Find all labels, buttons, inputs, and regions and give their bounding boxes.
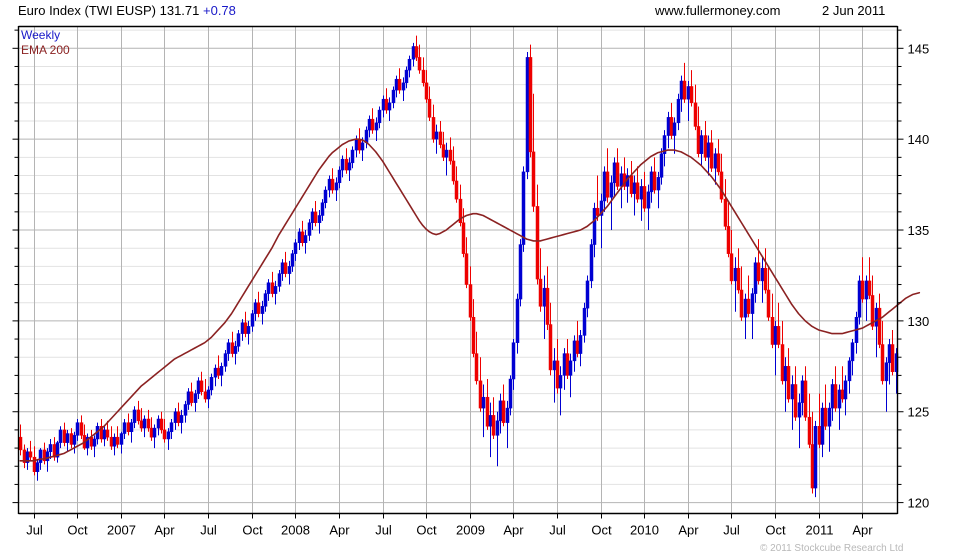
legend-overlay-label: EMA 200	[21, 43, 70, 57]
x-axis-tick-label: Apr	[852, 523, 873, 538]
chart-title: Euro Index (TWI EUSP) 131.71 +0.78	[18, 3, 236, 18]
ema-200-line	[19, 138, 921, 462]
x-axis-tick-label: 2009	[456, 523, 485, 538]
x-axis-tick-label: Jul	[375, 523, 392, 538]
y-axis-tick-label: 125	[908, 405, 930, 420]
y-axis-tick-label: 135	[908, 223, 930, 238]
x-axis-tick-label: 2010	[630, 523, 659, 538]
y-axis-labels: 120 125 130 135 140 145	[908, 41, 930, 510]
x-axis-tick-label: Apr	[154, 523, 175, 538]
x-axis-tick-label: Oct	[591, 523, 612, 538]
x-axis-tick-label: Jul	[26, 523, 43, 538]
y-axis-tick-label: 120	[908, 496, 930, 511]
y-axis-tick-label: 145	[908, 41, 930, 56]
x-axis-tick-label: 2011	[806, 523, 834, 538]
x-axis-tick-label: Apr	[678, 523, 699, 538]
title-last-price: 131.71	[159, 3, 200, 18]
x-axis-tick-label: 2008	[281, 523, 310, 538]
copyright-notice: © 2011 Stockcube Research Ltd	[760, 543, 904, 554]
x-axis-tick-label: Oct	[765, 523, 786, 538]
x-axis-tick-label: Jul	[723, 523, 740, 538]
x-axis-tick-label: Oct	[242, 523, 263, 538]
x-axis-tick-label: Oct	[67, 523, 88, 538]
legend-series-label: Weekly	[21, 28, 61, 42]
title-instrument: Euro Index (TWI EUSP)	[18, 3, 156, 18]
site-url: www.fullermoney.com	[655, 3, 781, 18]
x-axis-tick-label: Apr	[329, 523, 350, 538]
x-axis-tick-label: Jul	[549, 523, 566, 538]
x-axis-tick-label: Jul	[200, 523, 217, 538]
y-axis-tick-label: 140	[908, 132, 930, 147]
chart-date: 2 Jun 2011	[822, 3, 886, 18]
y-axis-ticks	[12, 29, 904, 519]
x-axis-labels: Jul Oct 2007 Apr Jul Oct 2008 Apr Jul Oct 2009 Apr J…	[26, 523, 873, 538]
axis-lines	[17, 25, 899, 515]
title-change: +0.78	[203, 3, 236, 18]
y-axis-tick-label: 130	[908, 314, 930, 329]
x-axis-tick-label: Apr	[503, 523, 524, 538]
x-axis-tick-label: 2007	[107, 523, 136, 538]
x-axis-tick-label: Oct	[416, 523, 437, 538]
candlestick-series	[18, 35, 899, 498]
